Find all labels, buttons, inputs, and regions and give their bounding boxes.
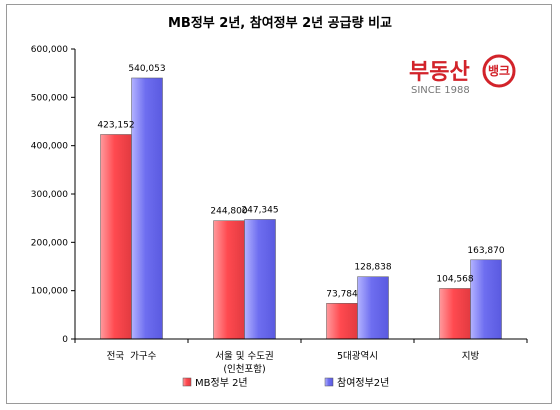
logo-circle-text: 뱅크	[488, 63, 510, 78]
chart-title: MB정부 2년, 참여정부 2년 공급량 비교	[168, 15, 392, 31]
bar-group	[100, 77, 502, 340]
bar	[470, 259, 502, 340]
bar	[213, 220, 245, 340]
y-axis: 0 100,000 200,000 300,000 400,000 500,000 600,…	[31, 45, 76, 345]
bar-chart: MB정부 2년, 참여정부 2년 공급량 비교 0 100,000 200,000 3…	[31, 15, 528, 389]
bar	[357, 276, 389, 340]
logo-circle	[482, 54, 516, 88]
data-label: 128,838	[354, 263, 391, 273]
x-category-label: 서울 및 수도권	[215, 350, 273, 362]
y-tick-label: 200,000	[31, 238, 68, 248]
data-label: 104,568	[436, 274, 473, 284]
y-tick-label: 500,000	[31, 93, 68, 103]
data-label: 73,784	[326, 289, 358, 299]
legend-swatch	[324, 377, 334, 387]
x-axis: 전국 가구수 서울 및 수도권 (인천포함) 5대광역시 지방	[74, 338, 528, 375]
bar	[100, 134, 132, 340]
chart-frame: MB정부 2년, 참여정부 2년 공급량 비교 0 100,000 200,000 3…	[6, 4, 552, 404]
legend-label: MB정부 2년	[195, 377, 248, 389]
y-tick-label: 100,000	[31, 287, 68, 297]
bank-logo: 부동산 뱅크 SINCE 1988	[409, 54, 516, 96]
bar	[131, 77, 163, 340]
bar	[244, 219, 276, 340]
data-label: 244,800	[210, 207, 247, 217]
x-category-label: 5대광역시	[337, 350, 378, 362]
x-category-label: (인천포함)	[223, 364, 265, 375]
legend-swatch	[182, 377, 192, 387]
legend-label: 참여정부2년	[337, 377, 389, 389]
data-label: 423,152	[97, 120, 134, 130]
y-tick-label: 400,000	[31, 142, 68, 152]
logo-main-text: 부동산	[409, 60, 470, 85]
bar	[326, 303, 358, 340]
y-tick-label: 600,000	[31, 45, 68, 55]
logo-since-text: SINCE 1988	[411, 85, 470, 96]
x-category-label: 전국 가구수	[107, 351, 157, 362]
bar	[439, 288, 471, 340]
legend: MB정부 2년 참여정부2년	[182, 377, 389, 389]
y-tick-label: 0	[62, 335, 68, 345]
x-category-label: 지방	[462, 351, 480, 362]
data-label: 540,053	[128, 64, 165, 74]
data-label: 163,870	[467, 246, 504, 256]
y-tick-label: 300,000	[31, 190, 68, 200]
data-label: 247,345	[241, 205, 278, 215]
